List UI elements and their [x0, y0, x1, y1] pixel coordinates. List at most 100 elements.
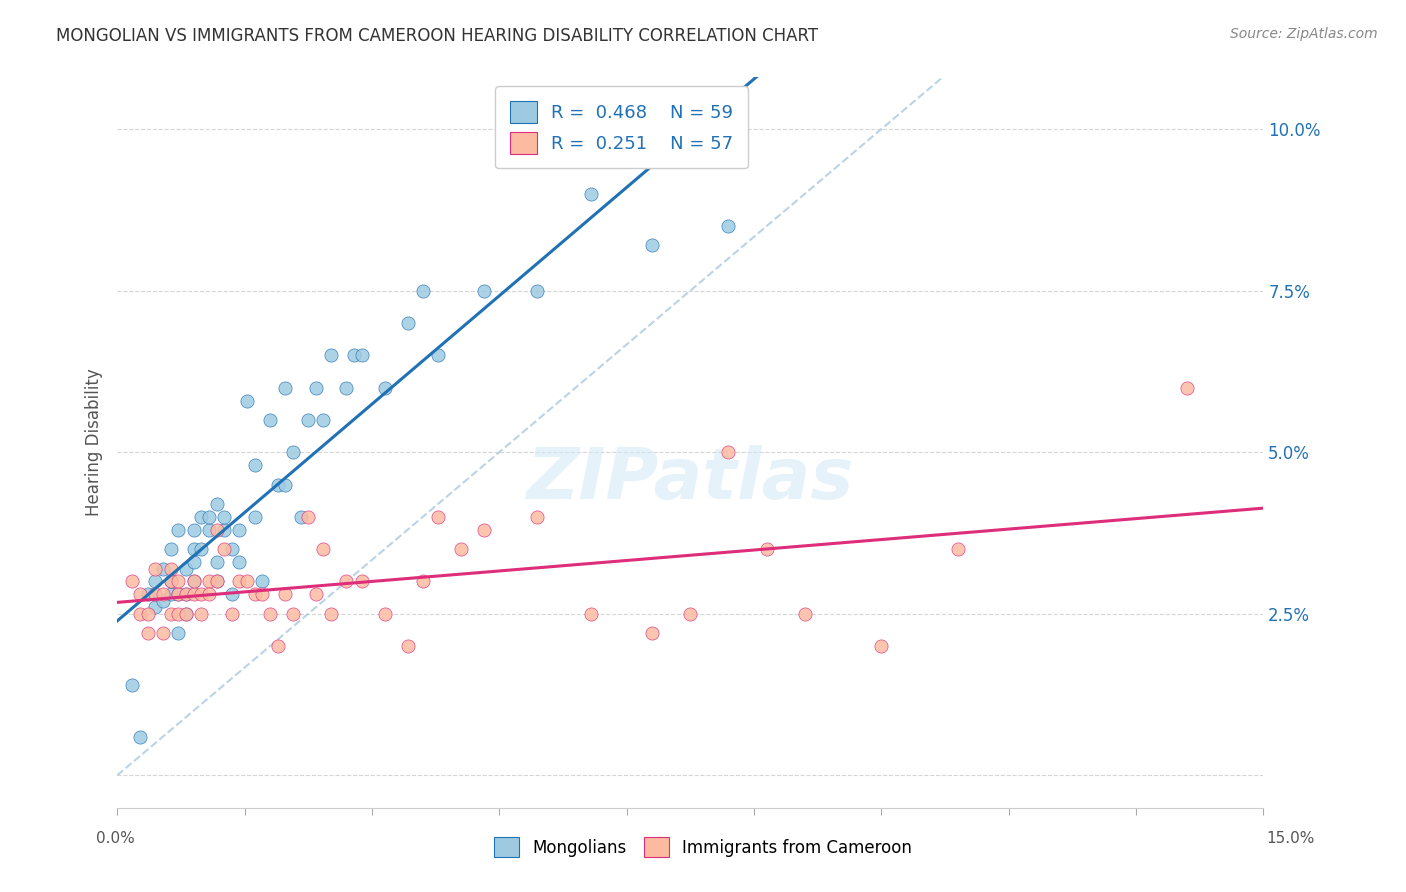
Point [472, 523, 495, 537]
Point [159, 542, 181, 557]
Point [321, 607, 343, 621]
Point [221, 587, 243, 601]
Point [526, 284, 548, 298]
Point [946, 542, 969, 557]
Point [350, 348, 373, 362]
Point [641, 238, 664, 252]
Point [1175, 381, 1198, 395]
Point [198, 587, 221, 601]
Point [236, 393, 259, 408]
Text: 15.0%: 15.0% [1267, 831, 1315, 846]
Point [198, 509, 221, 524]
Text: 0.0%: 0.0% [96, 831, 135, 846]
Point [145, 574, 167, 589]
Point [221, 542, 243, 557]
Point [870, 639, 893, 653]
Point [297, 413, 319, 427]
Point [212, 542, 235, 557]
Point [374, 607, 396, 621]
Point [412, 574, 434, 589]
Point [159, 574, 181, 589]
Point [228, 574, 250, 589]
Point [174, 587, 197, 601]
Point [159, 574, 181, 589]
Point [183, 542, 205, 557]
Point [129, 607, 152, 621]
Point [145, 600, 167, 615]
Point [281, 607, 304, 621]
Point [205, 523, 228, 537]
Point [266, 477, 288, 491]
Point [243, 509, 266, 524]
Point [190, 607, 212, 621]
Point [252, 574, 274, 589]
Point [152, 587, 174, 601]
Point [174, 587, 197, 601]
Point [266, 639, 288, 653]
Point [205, 574, 228, 589]
Point [190, 542, 212, 557]
Point [183, 574, 205, 589]
Point [335, 381, 357, 395]
Legend: Mongolians, Immigrants from Cameroon: Mongolians, Immigrants from Cameroon [486, 829, 920, 866]
Point [427, 509, 450, 524]
Point [159, 607, 181, 621]
Point [167, 587, 190, 601]
Point [312, 413, 335, 427]
Point [190, 509, 212, 524]
Point [396, 639, 419, 653]
Point [717, 445, 740, 459]
Point [641, 626, 664, 640]
Point [174, 561, 197, 575]
Point [412, 284, 434, 298]
Point [145, 587, 167, 601]
Point [167, 523, 190, 537]
Point [174, 607, 197, 621]
Point [129, 730, 152, 744]
Point [152, 561, 174, 575]
Legend: R =  0.468    N = 59, R =  0.251    N = 57: R = 0.468 N = 59, R = 0.251 N = 57 [495, 87, 748, 169]
Point [136, 607, 159, 621]
Point [793, 607, 815, 621]
Point [159, 561, 181, 575]
Point [221, 607, 243, 621]
Point [205, 497, 228, 511]
Point [183, 587, 205, 601]
Point [321, 348, 343, 362]
Point [274, 477, 297, 491]
Point [343, 348, 366, 362]
Point [145, 561, 167, 575]
Point [167, 607, 190, 621]
Point [136, 587, 159, 601]
Point [526, 509, 548, 524]
Point [374, 381, 396, 395]
Point [427, 348, 450, 362]
Point [167, 626, 190, 640]
Text: ZIPatlas: ZIPatlas [527, 444, 853, 514]
Point [450, 542, 472, 557]
Point [350, 574, 373, 589]
Point [236, 574, 259, 589]
Point [274, 381, 297, 395]
Point [259, 413, 281, 427]
Point [136, 626, 159, 640]
Point [472, 284, 495, 298]
Point [243, 587, 266, 601]
Point [243, 458, 266, 472]
Point [305, 587, 328, 601]
Point [281, 445, 304, 459]
Point [679, 607, 702, 621]
Point [228, 555, 250, 569]
Point [167, 587, 190, 601]
Point [755, 542, 778, 557]
Text: Source: ZipAtlas.com: Source: ZipAtlas.com [1230, 27, 1378, 41]
Point [190, 587, 212, 601]
Point [717, 219, 740, 233]
Point [305, 381, 328, 395]
Point [183, 574, 205, 589]
Point [167, 574, 190, 589]
Y-axis label: Hearing Disability: Hearing Disability [86, 368, 103, 516]
Point [335, 574, 357, 589]
Point [198, 574, 221, 589]
Point [159, 587, 181, 601]
